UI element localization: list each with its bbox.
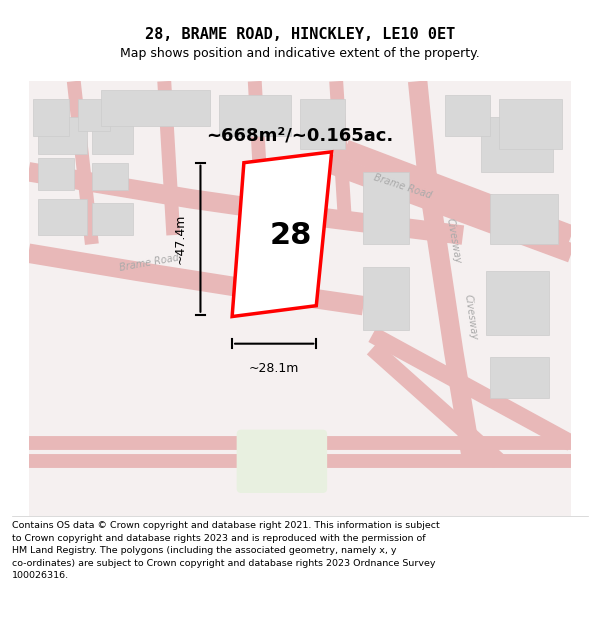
Text: Civesway: Civesway bbox=[445, 217, 463, 264]
Bar bbox=[499, 99, 562, 149]
Bar bbox=[364, 267, 409, 330]
Bar bbox=[101, 90, 209, 126]
Text: Brame Road: Brame Road bbox=[373, 173, 433, 201]
Bar bbox=[38, 158, 74, 190]
Polygon shape bbox=[232, 152, 332, 316]
Bar bbox=[445, 95, 490, 136]
Bar bbox=[218, 95, 291, 136]
Bar bbox=[38, 118, 88, 154]
Text: 28, BRAME ROAD, HINCKLEY, LE10 0ET: 28, BRAME ROAD, HINCKLEY, LE10 0ET bbox=[145, 27, 455, 42]
Text: Map shows position and indicative extent of the property.: Map shows position and indicative extent… bbox=[120, 47, 480, 59]
Text: Brame Road: Brame Road bbox=[119, 253, 180, 273]
Bar bbox=[78, 99, 110, 131]
Bar bbox=[92, 162, 128, 190]
Bar bbox=[364, 172, 409, 244]
Text: ~28.1m: ~28.1m bbox=[249, 362, 299, 375]
Bar bbox=[38, 199, 88, 235]
Bar bbox=[33, 99, 69, 136]
Bar bbox=[490, 357, 549, 398]
Bar bbox=[481, 118, 553, 172]
Bar bbox=[92, 118, 133, 154]
Text: Civesway: Civesway bbox=[463, 294, 479, 341]
Bar bbox=[490, 194, 558, 244]
Bar bbox=[92, 203, 133, 235]
Text: 28: 28 bbox=[270, 221, 312, 249]
Text: ~47.4m: ~47.4m bbox=[174, 214, 187, 264]
Bar bbox=[300, 99, 345, 149]
Text: ~668m²/~0.165ac.: ~668m²/~0.165ac. bbox=[206, 126, 394, 144]
Text: Contains OS data © Crown copyright and database right 2021. This information is : Contains OS data © Crown copyright and d… bbox=[12, 521, 440, 580]
Bar bbox=[485, 271, 549, 334]
FancyBboxPatch shape bbox=[236, 429, 327, 493]
